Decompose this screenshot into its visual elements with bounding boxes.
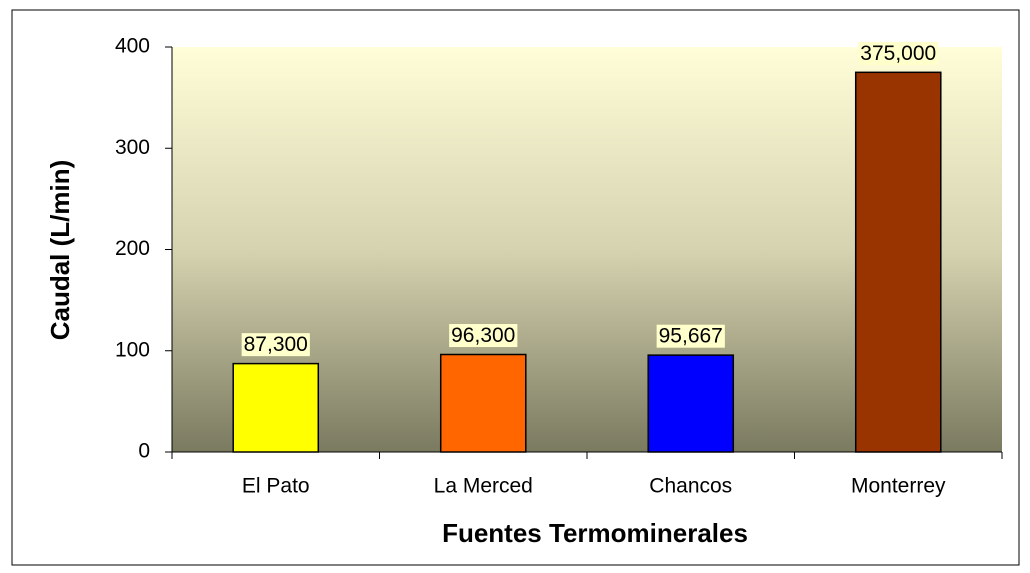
bar [232, 362, 320, 453]
x-tick-label: Monterrey [851, 475, 946, 498]
x-tick-label: Chancos [649, 475, 732, 498]
y-tick-label: 100 [115, 338, 150, 361]
x-tick-label: La Merced [434, 475, 533, 498]
data-label: 96,300 [451, 324, 515, 347]
y-tick-label: 200 [115, 237, 150, 260]
bar [439, 353, 527, 453]
bar [647, 354, 735, 453]
y-tick-label: 0 [138, 440, 150, 463]
x-axis-title: Fuentes Termominerales [442, 518, 748, 548]
data-label: 95,667 [659, 325, 723, 348]
data-label-bg [241, 333, 310, 357]
y-axis-title: Caudal (L/min) [45, 160, 75, 341]
y-tick-label: 400 [115, 35, 150, 58]
data-label-bg [656, 324, 725, 348]
data-label: 87,300 [244, 333, 308, 356]
x-tick-label: El Pato [242, 475, 310, 498]
data-label-bg [449, 324, 518, 348]
data-label: 375,000 [860, 42, 936, 65]
y-tick-label: 300 [115, 136, 150, 159]
data-label-bg [858, 41, 939, 65]
bar [854, 71, 942, 453]
